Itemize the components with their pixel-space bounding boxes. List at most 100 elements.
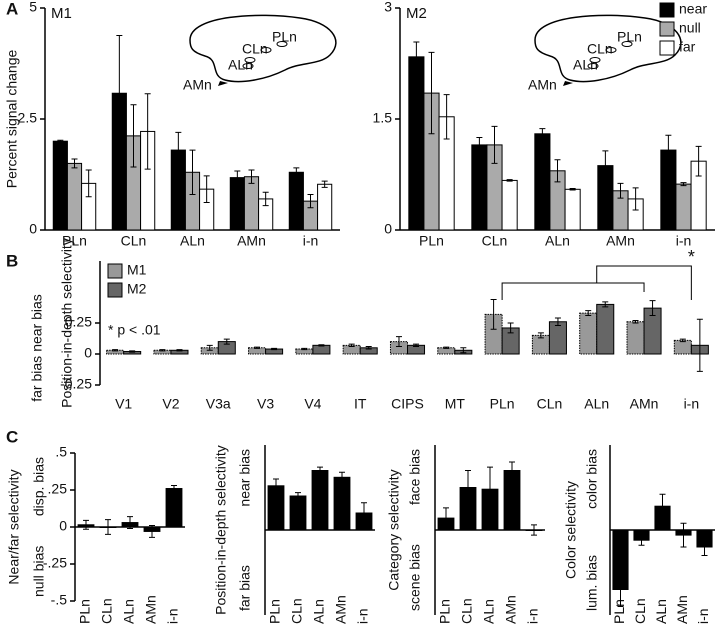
error-bar xyxy=(116,35,123,152)
error-bar xyxy=(203,175,210,203)
y-tick-label: -0.25 xyxy=(60,376,92,392)
negative-bias-label: scene bias xyxy=(407,544,423,611)
x-tick-label: AMn xyxy=(606,233,635,249)
x-tick-label: AMn xyxy=(333,595,349,624)
error-bar xyxy=(254,346,261,349)
error-bar xyxy=(57,139,64,143)
x-tick-label: ALn xyxy=(653,599,669,624)
error-bar xyxy=(537,332,544,339)
y-axis-label: Category selectivity xyxy=(386,469,402,590)
x-tick-label: i-n xyxy=(303,233,319,249)
annotation: * p < .01 xyxy=(108,322,161,338)
nucleus xyxy=(587,63,599,69)
inset-label: PLn xyxy=(272,29,297,45)
nucleus xyxy=(276,41,288,47)
bar xyxy=(548,321,567,355)
y-axis-label: Position-in-depth selectivity xyxy=(59,238,75,408)
bar xyxy=(312,344,331,355)
error-bar xyxy=(460,347,467,354)
x-tick-label: ALn xyxy=(180,233,205,249)
error-bar xyxy=(317,466,323,475)
error-bar xyxy=(680,522,687,548)
inset-label: ALn xyxy=(228,57,253,73)
x-tick-label: CLn xyxy=(289,598,305,624)
x-tick-label: CLn xyxy=(99,598,115,624)
bar xyxy=(626,321,645,355)
error-bar xyxy=(539,128,546,140)
y-tick-label: -.25 xyxy=(43,555,67,571)
x-tick-label: CLn xyxy=(632,598,648,624)
error-bar xyxy=(491,125,498,164)
y-tick-label: 0 xyxy=(84,345,92,361)
x-tick-label: AMn xyxy=(143,595,159,624)
error-bar xyxy=(554,317,561,326)
error-bar xyxy=(71,158,78,169)
y-tick-label: .25 xyxy=(48,481,68,497)
positive-bias-label: disp. bias xyxy=(31,457,47,516)
bar xyxy=(333,476,351,531)
bar xyxy=(408,56,425,231)
x-tick-label: AMn xyxy=(237,233,266,249)
error-bar xyxy=(262,191,269,207)
bar xyxy=(675,183,692,231)
error-bar xyxy=(490,298,497,330)
bar xyxy=(289,495,307,531)
y-tick-label: 0 xyxy=(29,221,37,237)
bar xyxy=(311,470,329,531)
bar xyxy=(501,179,518,231)
bar xyxy=(52,140,68,231)
inset-arrow xyxy=(218,81,228,86)
x-tick-label: AMn xyxy=(503,595,519,624)
error-bar xyxy=(695,145,702,177)
x-tick-label: ALn xyxy=(311,599,327,624)
bar xyxy=(471,144,488,231)
nucleus xyxy=(621,41,633,47)
bar xyxy=(165,488,183,528)
x-tick-label: i-n xyxy=(525,608,541,624)
error-bar xyxy=(176,349,183,352)
error-bar xyxy=(659,493,666,519)
error-bar xyxy=(206,344,213,351)
x-tick-label: V2 xyxy=(162,396,179,412)
error-bar xyxy=(149,525,155,538)
legend-swatch xyxy=(659,40,675,56)
error-bar xyxy=(531,524,537,536)
error-bar xyxy=(83,519,89,530)
bar xyxy=(66,162,83,231)
error-bar xyxy=(339,471,345,483)
legend-label: near xyxy=(679,1,707,17)
positive-bias-label: near bias xyxy=(237,449,253,507)
nucleus xyxy=(242,63,254,69)
x-tick-label: PLn xyxy=(490,396,515,412)
significance-bracket xyxy=(501,265,692,300)
bar xyxy=(673,339,692,355)
error-bar xyxy=(638,534,645,546)
inset-label: ALn xyxy=(573,57,598,73)
chart-title: M2 xyxy=(406,5,427,22)
error-bar xyxy=(701,538,708,556)
x-tick-label: i-n xyxy=(165,608,181,624)
error-bar xyxy=(569,188,576,191)
error-bar xyxy=(85,169,92,198)
x-tick-label: AMn xyxy=(630,396,659,412)
legend-swatch xyxy=(107,263,123,279)
error-bar xyxy=(649,300,656,317)
error-bar xyxy=(348,343,355,348)
positive-bias-label: face bias xyxy=(407,449,423,505)
legend-label: M1 xyxy=(127,262,147,278)
error-bar xyxy=(301,347,308,351)
error-bar xyxy=(223,338,230,345)
x-tick-label: PLn xyxy=(419,233,444,249)
error-bar xyxy=(129,350,136,353)
y-axis-label: Position-in-depth selectivity xyxy=(213,445,229,615)
error-bar xyxy=(665,134,672,166)
x-tick-label: ALn xyxy=(121,599,137,624)
error-bar xyxy=(127,516,133,529)
legend-swatch xyxy=(107,282,123,298)
error-bar xyxy=(506,179,513,182)
error-bar xyxy=(428,51,435,135)
error-bar xyxy=(271,347,278,351)
bar xyxy=(317,183,333,231)
bar xyxy=(243,176,260,231)
bar xyxy=(596,303,615,355)
